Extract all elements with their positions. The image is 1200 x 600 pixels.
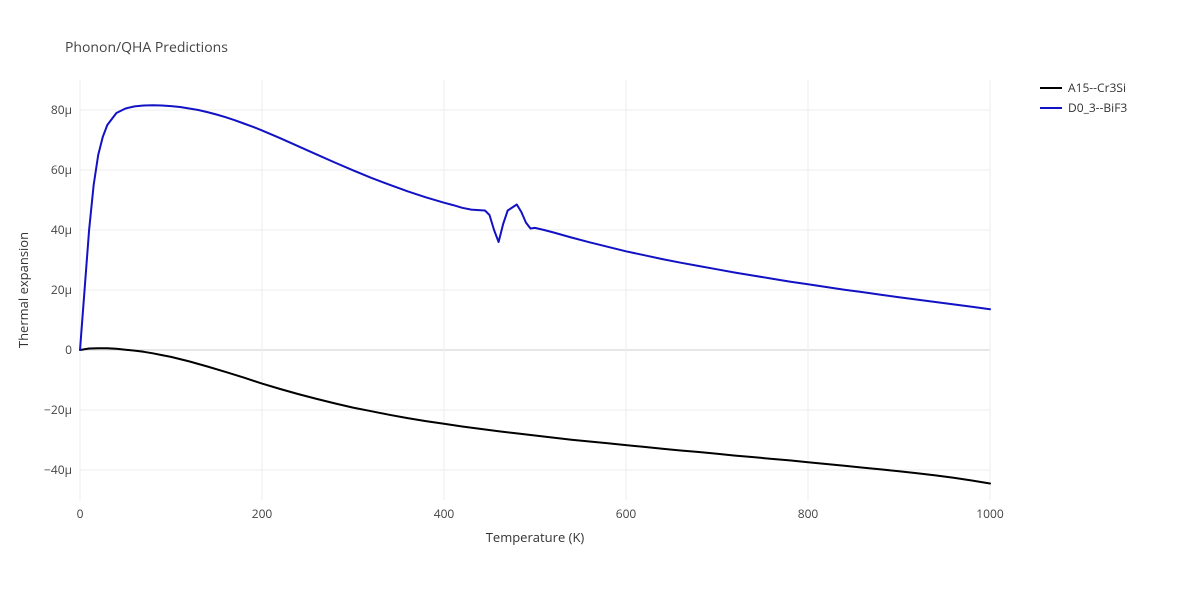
y-tick-label: 80μ (51, 101, 72, 118)
series-line-1 (80, 105, 990, 350)
x-axis-title: Temperature (K) (486, 528, 585, 546)
chart-title: Phonon/QHA Predictions (65, 38, 228, 57)
x-tick-label: 600 (616, 505, 637, 522)
legend-label[interactable]: A15--Cr3Si (1068, 79, 1126, 96)
y-tick-label: −40μ (44, 461, 72, 478)
chart-canvas: −40μ −20μ 0 20μ 40μ 60μ 80μ 0 200 400 600 800 1000 Te… (0, 0, 1200, 600)
x-tick-label: 1000 (976, 505, 1004, 522)
legend-label[interactable]: D0_3--BiF3 (1068, 99, 1127, 116)
series-line-0 (80, 348, 990, 483)
x-tick-label: 800 (798, 505, 819, 522)
y-tick-label: −20μ (44, 401, 72, 418)
x-tick-label: 0 (77, 505, 84, 522)
x-tick-label: 400 (434, 505, 455, 522)
y-tick-label: 20μ (51, 281, 72, 298)
y-axis-title: Thermal expansion (14, 232, 32, 348)
x-tick-label: 200 (252, 505, 273, 522)
y-tick-label: 0 (65, 341, 72, 358)
y-tick-label: 60μ (51, 161, 72, 178)
y-tick-label: 40μ (51, 221, 72, 238)
